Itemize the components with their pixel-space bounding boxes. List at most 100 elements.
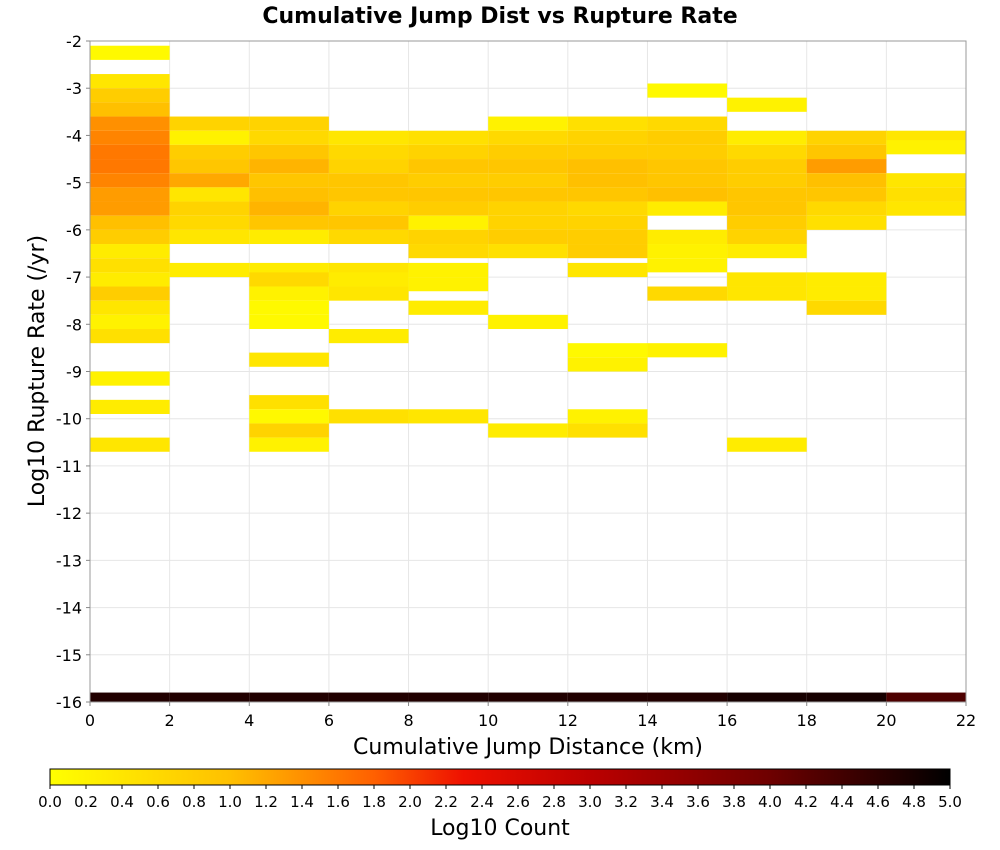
colorbar-ticks: 0.0 0.2 0.4 0.6 0.8 1.0 1.2 1.4 1.6 1.8 2.0 2.2 2.4 2… bbox=[38, 785, 962, 811]
y-tick-label: -8 bbox=[66, 315, 82, 334]
heatmap-cell bbox=[408, 187, 489, 202]
x-tick-label: 8 bbox=[403, 711, 413, 730]
heatmap-cell bbox=[806, 215, 887, 230]
heatmap-cell bbox=[90, 399, 170, 414]
heatmap-cell bbox=[567, 201, 648, 216]
heatmap-cell bbox=[647, 116, 728, 131]
heatmap-cell bbox=[647, 343, 728, 358]
heatmap-cell bbox=[647, 692, 728, 702]
colorbar-tick-label: 4.6 bbox=[866, 793, 890, 811]
heatmap-cell bbox=[90, 286, 170, 301]
heatmap-cell bbox=[90, 130, 170, 145]
heatmap-cell bbox=[90, 272, 170, 287]
heatmap-cell bbox=[249, 314, 329, 330]
colorbar-tick-label: 2.8 bbox=[542, 793, 566, 811]
heatmap-cell bbox=[727, 272, 807, 287]
heatmap-cell bbox=[169, 262, 250, 278]
heatmap-cell bbox=[727, 97, 807, 112]
heatmap-cell bbox=[408, 692, 489, 702]
heatmap-cell bbox=[488, 692, 568, 702]
heatmap-cell bbox=[647, 187, 728, 202]
heatmap-cell bbox=[90, 215, 170, 230]
heatmap-cell bbox=[647, 130, 728, 145]
y-tick-label: -10 bbox=[56, 410, 82, 429]
heatmap-cell bbox=[727, 159, 807, 174]
x-tick-label: 2 bbox=[165, 711, 175, 730]
colorbar-tick-label: 1.6 bbox=[326, 793, 350, 811]
heatmap-cell bbox=[647, 159, 728, 174]
heatmap-cell bbox=[408, 300, 489, 315]
y-tick-label: -9 bbox=[66, 363, 82, 382]
heatmap-cell bbox=[806, 173, 887, 188]
heatmap-cell bbox=[328, 215, 409, 230]
heatmap-cell bbox=[90, 187, 170, 202]
colorbar-tick-label: 1.8 bbox=[362, 793, 386, 811]
y-axis-ticks: -2 -3 -4 -5 -6 -7 -8 -9 -10 -11 -12 -13 -14 -15 -16 bbox=[56, 32, 90, 712]
heatmap-cell bbox=[249, 692, 329, 702]
heatmap-cell bbox=[806, 187, 887, 202]
heatmap-cell bbox=[328, 130, 409, 145]
y-tick-label: -4 bbox=[66, 126, 82, 145]
heatmap-cell bbox=[328, 201, 409, 216]
colorbar-tick-label: 3.2 bbox=[614, 793, 638, 811]
heatmap-cell bbox=[727, 229, 807, 245]
y-tick-label: -11 bbox=[56, 457, 82, 476]
heatmap-cell bbox=[647, 201, 728, 216]
x-axis-label: Cumulative Jump Distance (km) bbox=[353, 735, 703, 760]
heatmap-cell bbox=[567, 357, 648, 372]
heatmap-cell bbox=[249, 423, 329, 438]
y-tick-label: -16 bbox=[56, 693, 82, 712]
heatmap-cell bbox=[647, 286, 728, 301]
heatmap-cell bbox=[727, 130, 807, 145]
y-tick-label: -3 bbox=[66, 79, 82, 98]
y-tick-label: -14 bbox=[56, 599, 82, 618]
heatmap-cell bbox=[90, 45, 170, 60]
colorbar-tick-label: 2.0 bbox=[398, 793, 422, 811]
heatmap-cell bbox=[727, 215, 807, 230]
heatmap-cell bbox=[647, 173, 728, 188]
colorbar-tick-label: 1.2 bbox=[254, 793, 278, 811]
heatmap-cell bbox=[90, 229, 170, 245]
heatmap-cell bbox=[90, 300, 170, 315]
heatmap-cell bbox=[567, 187, 648, 202]
heatmap-cell bbox=[488, 173, 568, 188]
heatmap-cell bbox=[567, 159, 648, 174]
colorbar-tick-label: 3.6 bbox=[686, 793, 710, 811]
heatmap-cell bbox=[249, 215, 329, 230]
heatmap-cell bbox=[90, 173, 170, 188]
heatmap-cell bbox=[328, 144, 409, 160]
heatmap-cell bbox=[328, 173, 409, 188]
x-tick-label: 16 bbox=[717, 711, 737, 730]
y-tick-label: -5 bbox=[66, 174, 82, 193]
heatmap-cell bbox=[806, 272, 887, 287]
heatmap-cell bbox=[727, 173, 807, 188]
heatmap-cell bbox=[328, 286, 409, 301]
heatmap-cell bbox=[90, 314, 170, 330]
colorbar-tick-label: 3.8 bbox=[722, 793, 746, 811]
heatmap-cell bbox=[647, 144, 728, 160]
heatmap-cell bbox=[488, 244, 568, 259]
colorbar bbox=[49, 768, 951, 786]
heatmap-cell bbox=[567, 229, 648, 245]
colorbar-tick-label: 0.6 bbox=[146, 793, 170, 811]
heatmap-cell bbox=[408, 229, 489, 245]
heatmap-cell bbox=[488, 201, 568, 216]
x-tick-label: 0 bbox=[85, 711, 95, 730]
heatmap-cell bbox=[408, 262, 489, 278]
colorbar-tick-label: 4.2 bbox=[794, 793, 818, 811]
heatmap-cell bbox=[249, 144, 329, 160]
heatmap-cell bbox=[249, 352, 329, 367]
heatmap-cell bbox=[727, 286, 807, 301]
heatmap-cell bbox=[567, 423, 648, 438]
heatmap-cell bbox=[90, 258, 170, 273]
y-tick-label: -7 bbox=[66, 268, 82, 287]
colorbar-tick-label: 0.2 bbox=[74, 793, 98, 811]
x-tick-label: 6 bbox=[324, 711, 334, 730]
heatmap-cell bbox=[169, 144, 250, 160]
colorbar-tick-label: 4.8 bbox=[902, 793, 926, 811]
heatmap-cell bbox=[249, 187, 329, 202]
heatmap-cell bbox=[806, 144, 887, 160]
heatmap-cell bbox=[567, 173, 648, 188]
colorbar-label: Log10 Count bbox=[430, 816, 570, 841]
heatmap-cell bbox=[408, 277, 489, 292]
